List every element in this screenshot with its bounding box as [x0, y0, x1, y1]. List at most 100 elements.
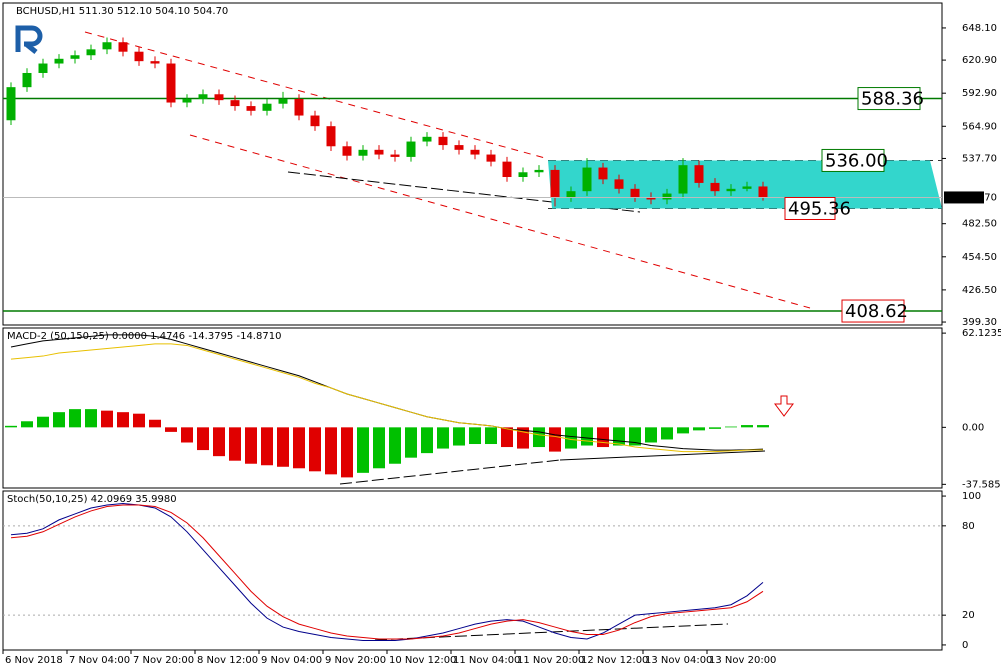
x-tick-label: 6 Nov 2018 [5, 655, 63, 666]
histogram-bar [645, 427, 657, 443]
histogram-bar [117, 412, 129, 428]
y-tick-label: 20 [962, 610, 975, 621]
candle-body [582, 167, 592, 192]
histogram-bar [709, 427, 721, 429]
histogram-bar [213, 427, 225, 457]
x-tick-label: 12 Nov 12:00 [581, 655, 648, 666]
histogram-bar [5, 425, 17, 428]
histogram-bar [341, 427, 353, 478]
histogram-bar [309, 427, 321, 472]
y-tick-label: 592.90 [962, 88, 997, 99]
histogram-bar [613, 427, 625, 446]
x-tick-label: 9 Nov 04:00 [261, 655, 322, 666]
x-tick-label: 7 Nov 04:00 [69, 655, 130, 666]
histogram-bar [549, 427, 561, 452]
candle-body [310, 115, 320, 127]
candle-body [678, 165, 688, 194]
candle-body [262, 103, 272, 111]
x-tick-label: 11 Nov 20:00 [517, 655, 584, 666]
candle-body [422, 136, 432, 142]
candle-body [470, 149, 480, 155]
candle-body [390, 154, 400, 157]
histogram-bar [101, 410, 113, 428]
panel-title: Stoch(50,10,25) 42.0969 35.9980 [7, 494, 177, 505]
histogram-bar [661, 427, 673, 440]
candle-body [6, 87, 16, 121]
panel-title: BCHUSD,H1 511.30 512.10 504.10 504.70 [16, 6, 228, 17]
candle-body [102, 42, 112, 50]
candle-body [294, 98, 304, 116]
y-tick-label: 482.50 [962, 219, 997, 230]
y-tick-label: 80 [962, 521, 975, 532]
candle-body [86, 49, 96, 56]
histogram-bar [437, 427, 449, 449]
candle-body [118, 42, 128, 52]
y-tick-label: 648.10 [962, 23, 997, 34]
macd-panel [2, 327, 943, 489]
candle-body [550, 169, 560, 198]
histogram-bar [261, 427, 273, 466]
x-tick-label: 9 Nov 20:00 [325, 655, 386, 666]
histogram-bar [325, 427, 337, 475]
histogram-bar [245, 427, 257, 464]
histogram-bar [501, 427, 513, 448]
histogram-bar [565, 427, 577, 449]
stoch-line [10, 503, 764, 641]
candle-body [502, 161, 512, 178]
stoch-line [10, 504, 764, 640]
candle-body [230, 100, 240, 107]
price-panel [2, 2, 943, 326]
histogram-bar [197, 427, 209, 451]
y-tick-label: 564.90 [962, 121, 997, 132]
candle-body [342, 146, 352, 156]
candle-body [710, 182, 720, 192]
candle-body [630, 188, 640, 198]
x-tick-label: 13 Nov 04:00 [645, 655, 712, 666]
level-tag [784, 196, 836, 220]
histogram-bar [277, 427, 289, 467]
histogram-bar [597, 427, 609, 448]
level-label: 408.62 [845, 301, 908, 322]
level-tag [841, 299, 905, 323]
y-tick-label: 620.90 [962, 55, 997, 66]
candle-body [54, 58, 64, 64]
candle-body [182, 98, 192, 103]
x-tick-label: 10 Nov 12:00 [389, 655, 456, 666]
histogram-bar [69, 409, 81, 428]
level-tag [821, 148, 885, 172]
candle-body [486, 154, 496, 162]
y-tick-label: 62.1235 [962, 328, 1001, 339]
y-tick-label: -37.5855 [962, 479, 1001, 490]
candle-body [438, 136, 448, 146]
histogram-bar [373, 427, 385, 469]
candle-body [358, 149, 368, 156]
x-tick-label: 13 Nov 20:00 [709, 655, 776, 666]
level-label: 495.36 [788, 198, 851, 219]
histogram-bar [85, 409, 97, 428]
histogram-bar [133, 413, 145, 428]
logo [14, 25, 43, 54]
histogram-bar [693, 427, 705, 431]
down-arrow [774, 395, 794, 417]
candle-body [534, 169, 544, 173]
y-tick-label: 537.70 [962, 153, 997, 164]
histogram-bar [21, 421, 33, 428]
candle-body [406, 141, 416, 157]
histogram-bar [421, 427, 433, 454]
y-tick-label: 0 [962, 640, 968, 651]
candle-body [374, 149, 384, 155]
x-tick-label: 11 Nov 04:00 [453, 655, 520, 666]
candle-body [70, 55, 80, 59]
histogram-bar [469, 427, 481, 445]
histogram-bar [149, 419, 161, 428]
histogram-bar [741, 425, 753, 428]
candle-body [150, 61, 160, 64]
last-price-tag [944, 191, 984, 204]
histogram-bar [725, 426, 737, 428]
histogram-bar [53, 412, 65, 428]
histogram-bar [757, 425, 769, 428]
candle-body [518, 172, 528, 178]
histogram-bar [357, 427, 369, 473]
macd-line [10, 343, 764, 453]
